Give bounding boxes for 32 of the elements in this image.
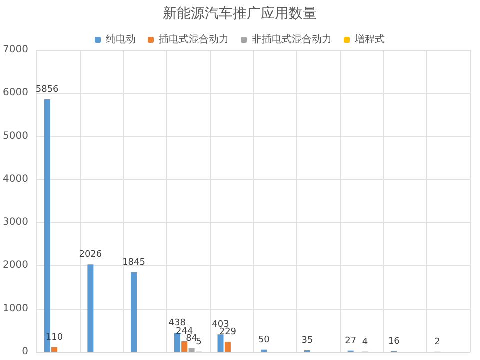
legend-label: 增程式: [354, 34, 385, 46]
y-tick-label: 5000: [2, 130, 28, 142]
data-label: 2: [434, 337, 440, 348]
data-label: 16: [388, 336, 400, 347]
bar: [182, 341, 188, 352]
legend-label: 纯电动: [106, 34, 136, 46]
y-tick-label: 7000: [2, 44, 28, 56]
y-tick-label: 3000: [2, 217, 28, 228]
data-label: 84: [186, 334, 198, 344]
data-label: 27: [345, 336, 357, 346]
bar: [218, 334, 224, 352]
legend-label: 非插电式混合动力: [252, 34, 332, 46]
chart-title: 新能源汽车推广应用数量: [163, 6, 317, 22]
y-tick-label: 2000: [2, 260, 28, 272]
y-tick-label: 0: [22, 346, 28, 358]
data-label: 4: [362, 337, 368, 348]
legend-label: 插电式混合动力: [159, 34, 229, 46]
data-label: 2026: [79, 250, 102, 260]
bar: [131, 272, 138, 352]
y-tick-label: 6000: [2, 88, 28, 99]
bar: [174, 333, 180, 352]
bar: [88, 264, 94, 352]
bar: [52, 347, 58, 352]
data-label: 50: [258, 335, 270, 346]
y-tick-label: 4000: [2, 174, 28, 185]
y-tick-label: 1000: [2, 303, 28, 314]
bar: [224, 342, 231, 352]
bar: [188, 348, 195, 352]
data-label: 5: [196, 337, 202, 348]
data-label: 35: [302, 336, 314, 346]
data-label: 5856: [36, 84, 60, 95]
data-label: 1845: [122, 258, 146, 268]
